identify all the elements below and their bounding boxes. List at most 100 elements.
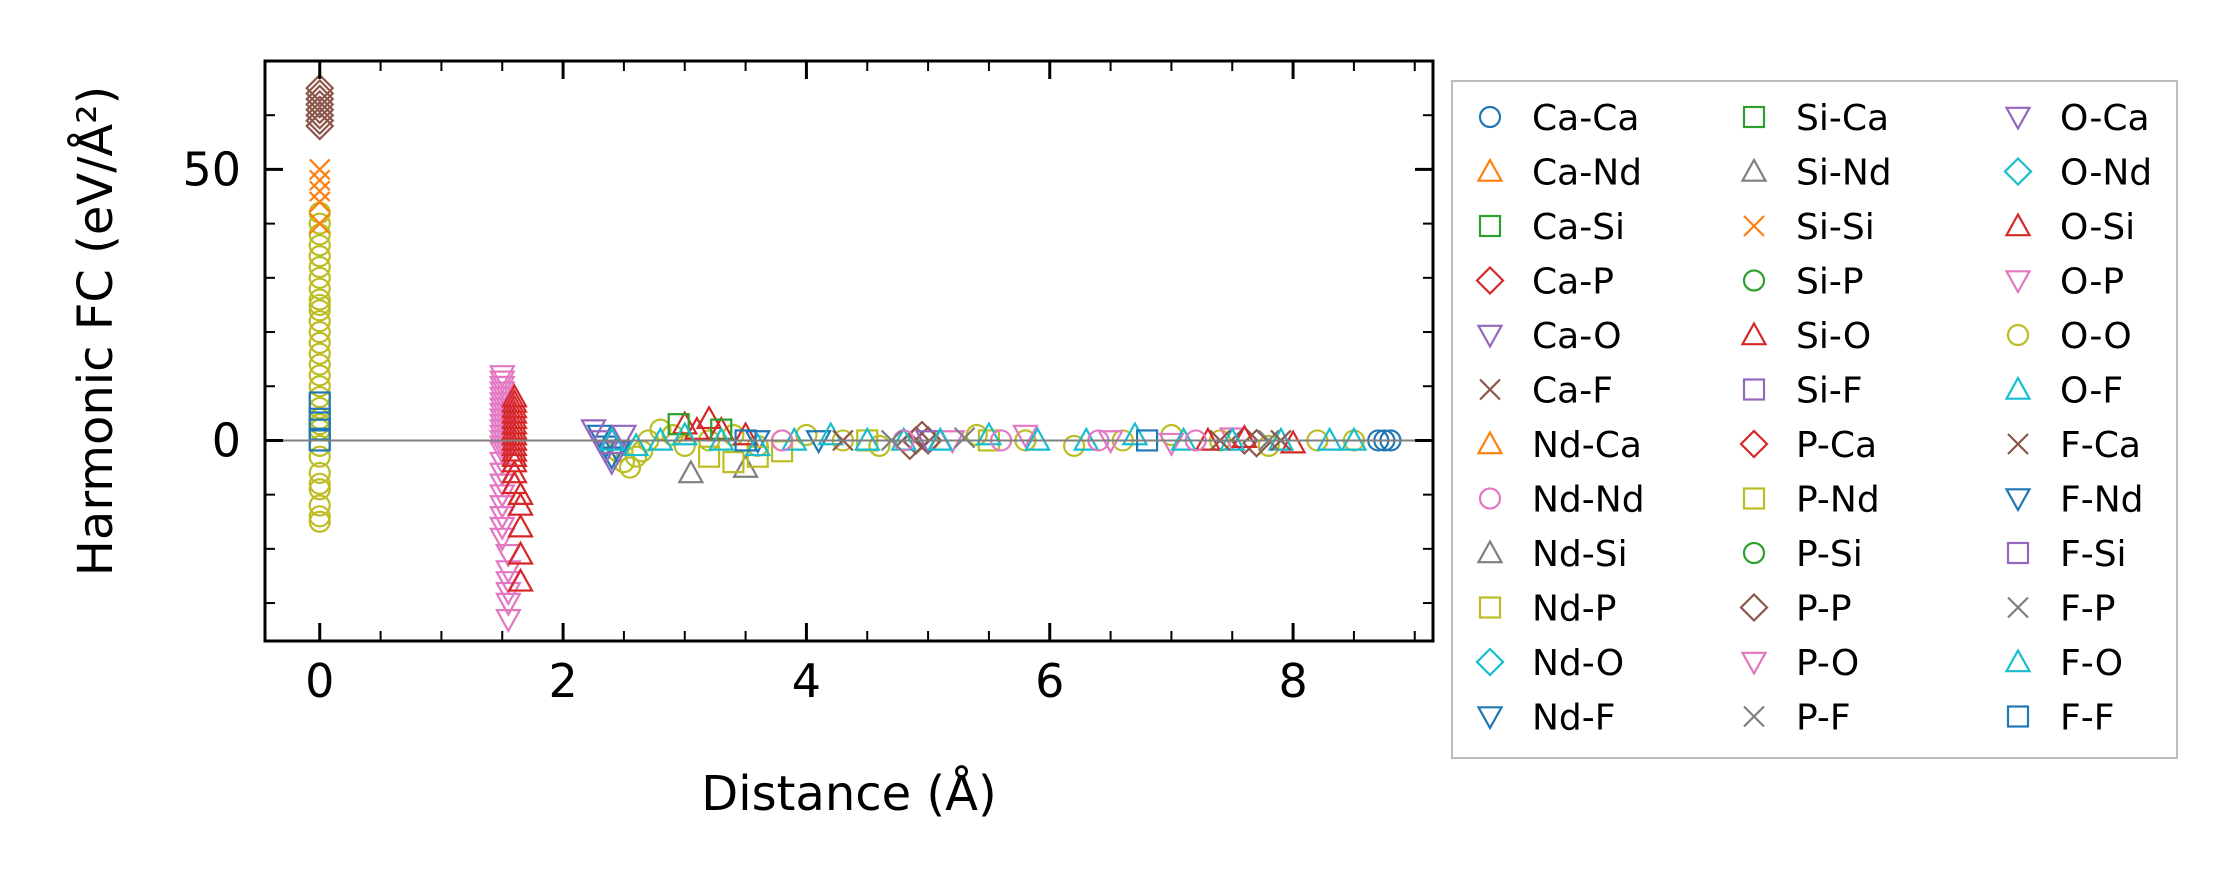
data-point <box>308 212 331 235</box>
data-point <box>1242 428 1272 458</box>
data-point <box>732 421 759 446</box>
plot-frame <box>263 59 1435 643</box>
data-point <box>308 331 331 354</box>
legend-entry: F-O <box>2004 643 2123 684</box>
legend-marker <box>2004 270 2032 295</box>
legend-marker <box>2007 596 2029 619</box>
data-point <box>610 424 638 449</box>
data-point <box>305 100 335 130</box>
series-O-P <box>488 365 1246 634</box>
data-point <box>308 472 331 495</box>
legend-entry: F-Nd <box>2004 480 2143 521</box>
data-point <box>1231 423 1258 449</box>
data-point <box>695 404 723 430</box>
data-point <box>1194 426 1222 451</box>
legend-label: Ca-Ca <box>1532 98 1639 139</box>
x-tick-label: 6 <box>1035 654 1064 708</box>
legend-label: Ca-Nd <box>1532 153 1642 194</box>
legend-marker <box>2004 488 2032 513</box>
data-point <box>618 456 642 479</box>
data-point <box>308 293 331 317</box>
data-point <box>308 191 331 213</box>
data-point <box>308 353 331 376</box>
legend-label: P-P <box>1796 589 1852 630</box>
data-point <box>308 212 331 235</box>
legend-marker <box>1476 539 1504 564</box>
legend-entry: P-Ca <box>1739 425 1877 466</box>
series-Ca-P <box>305 73 1272 461</box>
legend-entry: Nd-O <box>1475 643 1624 684</box>
x-axis-title: Distance (Å) <box>701 765 996 822</box>
legend-label: Ca-F <box>1532 371 1613 412</box>
data-point <box>308 288 331 311</box>
legend-label: P-O <box>1796 643 1859 684</box>
series-O-O <box>308 201 1366 533</box>
data-point <box>744 430 772 455</box>
data-point <box>805 430 832 455</box>
legend-label: O-Si <box>2060 207 2135 248</box>
legend-entry: Si-Si <box>1743 207 1875 248</box>
data-point <box>1072 426 1100 451</box>
data-point <box>305 111 335 141</box>
data-point <box>308 505 331 528</box>
data-point <box>507 567 534 592</box>
legend-entry: O-O <box>2006 316 2132 357</box>
legend-entry: P-P <box>1739 589 1852 630</box>
data-point <box>308 461 331 485</box>
legend-entry: Si-F <box>1742 371 1863 412</box>
legend-label: O-P <box>2060 262 2124 303</box>
data-point <box>953 426 976 449</box>
legend-entry: Ca-F <box>1479 371 1613 412</box>
legend-marker <box>1478 596 1502 619</box>
legend-marker <box>1475 265 1505 296</box>
legend-entry: Ca-P <box>1475 262 1614 303</box>
data-point <box>598 446 626 471</box>
legend-entry: Si-Ca <box>1742 98 1889 139</box>
data-point <box>305 78 335 109</box>
legend-entry: P-Si <box>1742 534 1863 575</box>
legend: Ca-Ca Ca-Nd Ca-Si Ca-P Ca-O Ca-F Nd-Ca Nd-Nd Nd-… <box>1451 80 2178 759</box>
data-point <box>746 445 769 468</box>
legend-marker <box>1478 105 1502 129</box>
data-point <box>1170 426 1197 451</box>
legend-marker <box>1476 324 1504 349</box>
legend-marker <box>1478 214 1502 238</box>
legend-label: F-Ca <box>2060 425 2141 466</box>
data-point <box>308 407 331 430</box>
y-tick-label: 0 <box>212 413 241 467</box>
legend-marker <box>1476 430 1504 455</box>
legend-entry: Ca-Si <box>1478 207 1625 248</box>
data-point <box>305 89 335 119</box>
legend-label: F-O <box>2060 643 2123 684</box>
legend-marker <box>1742 105 1766 129</box>
legend-marker <box>2004 212 2032 237</box>
legend-marker <box>2006 541 2030 565</box>
legend-label: Ca-P <box>1532 262 1614 303</box>
data-point <box>308 180 331 202</box>
data-point <box>677 459 705 484</box>
legend-label: P-F <box>1796 698 1851 739</box>
legend-label: O-F <box>2060 371 2123 412</box>
x-tick-label: 4 <box>792 654 821 708</box>
data-point <box>308 375 331 398</box>
series-Si-Si <box>308 158 331 235</box>
legend-label: Si-Ca <box>1796 98 1889 139</box>
legend-marker <box>1740 157 1768 182</box>
legend-marker <box>1742 378 1766 401</box>
data-point <box>305 84 335 114</box>
legend-label: O-Ca <box>2060 98 2150 139</box>
data-point <box>1024 426 1051 451</box>
legend-marker <box>1739 592 1769 623</box>
legend-label: Si-P <box>1796 262 1864 303</box>
legend-entry: F-Si <box>2006 534 2127 575</box>
legend-marker <box>1743 215 1765 237</box>
data-point <box>501 442 528 468</box>
data-point <box>308 494 331 517</box>
legend-entry: Si-P <box>1742 262 1864 303</box>
data-point <box>308 342 331 365</box>
legend-marker <box>1742 541 1766 565</box>
legend-entry: Si-O <box>1740 316 1871 357</box>
data-point <box>308 478 331 501</box>
data-point <box>308 310 331 333</box>
